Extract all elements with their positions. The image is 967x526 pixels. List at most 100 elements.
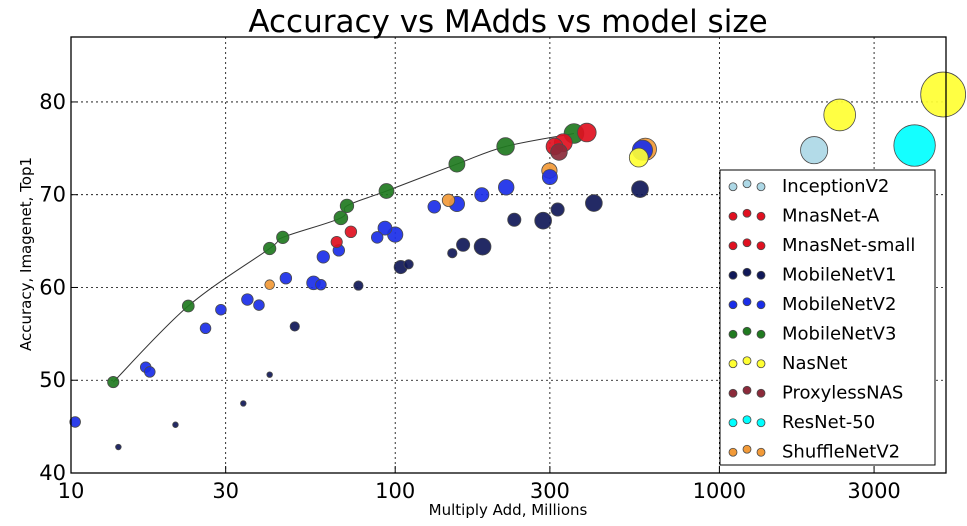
- legend-marker-nasnet: [756, 359, 766, 369]
- point-mobilenetv2: [377, 220, 393, 236]
- point-mobilenetv1: [507, 212, 522, 227]
- point-mobilenetv3: [339, 198, 355, 213]
- point-mnasnet-small: [330, 235, 343, 249]
- x-tick-label: 30: [212, 479, 239, 503]
- point-mobilenetv2: [279, 271, 293, 285]
- y-tick-label: 70: [39, 183, 66, 207]
- point-mobilenetv1: [353, 280, 364, 291]
- legend-marker-mnasnet-small: [742, 238, 752, 248]
- y-tick-label: 80: [39, 90, 66, 114]
- point-mobilenetv3: [448, 155, 466, 173]
- y-tick-label: 50: [39, 368, 66, 392]
- x-axis-label: Multiply Add, Millions: [429, 501, 588, 519]
- legend: InceptionV2 MnasNet-A MnasNet-small MobileN…: [719, 169, 936, 466]
- point-mobilenetv1: [403, 259, 414, 270]
- point-mobilenetv1: [172, 421, 179, 428]
- point-mobilenetv1: [585, 194, 603, 212]
- legend-marker-resnet-50: [728, 418, 738, 428]
- point-mobilenetv1: [266, 371, 273, 378]
- legend-marker-mnasnet-a: [756, 211, 766, 221]
- legend-label-inceptionv2: InceptionV2: [782, 176, 889, 197]
- point-mobilenetv2: [144, 366, 156, 378]
- point-mnasnet-small: [344, 225, 358, 239]
- legend-label-mobilenetv1: MobileNetV1: [782, 264, 896, 285]
- x-tick-label: 1000: [693, 479, 746, 503]
- data-points: [69, 71, 967, 451]
- point-shufflenetv2: [441, 193, 456, 207]
- point-resnet-50: [893, 124, 936, 167]
- legend-marker-mobilenetv1: [728, 270, 738, 280]
- legend-marker-mnasnet-small: [728, 241, 738, 251]
- point-mobilenetv2: [371, 231, 384, 244]
- legend-label-nasnet: NasNet: [782, 353, 847, 374]
- point-mobilenetv3: [276, 230, 290, 244]
- point-mobilenetv3: [496, 137, 515, 156]
- legend-marker-mobilenetv3: [742, 326, 752, 336]
- point-mobilenetv3: [263, 241, 277, 256]
- legend-label-shufflenetv2: ShuffleNetV2: [782, 441, 900, 462]
- point-mobilenetv2: [427, 200, 442, 214]
- point-mobilenetv1: [631, 180, 649, 198]
- legend-marker-mobilenetv2: [756, 300, 766, 310]
- legend-marker-mobilenetv2: [728, 300, 738, 310]
- legend-marker-inceptionv2: [728, 182, 738, 192]
- legend-marker-mnasnet-a: [742, 208, 752, 218]
- point-proxylessnas: [550, 143, 568, 161]
- legend-marker-inceptionv2: [756, 182, 766, 192]
- point-mobilenetv2: [199, 322, 212, 335]
- x-tick-label: 10: [58, 479, 85, 503]
- legend-marker-mobilenetv3: [756, 329, 766, 339]
- point-nasnet: [823, 98, 856, 132]
- point-nasnet: [628, 147, 649, 168]
- point-mobilenetv2: [474, 187, 490, 203]
- chart-title: Accuracy vs MAdds vs model size: [248, 4, 767, 40]
- point-mobilenetv2: [316, 250, 330, 264]
- legend-marker-mobilenetv2: [742, 297, 752, 307]
- x-axis-ticks: 10 30 100 300 1000 3000: [58, 466, 901, 503]
- y-tick-label: 40: [39, 461, 66, 485]
- point-mobilenetv2: [253, 299, 265, 311]
- point-mobilenetv2: [69, 416, 81, 428]
- point-mobilenetv1: [534, 211, 552, 230]
- legend-label-mobilenetv2: MobileNetV2: [782, 294, 896, 315]
- point-mobilenetv1: [456, 237, 471, 252]
- legend-marker-nasnet: [728, 359, 738, 369]
- point-mnasnet-a: [577, 122, 597, 143]
- legend-marker-proxylessnas: [728, 388, 738, 398]
- legend-marker-mnasnet-small: [756, 241, 766, 251]
- point-mobilenetv1: [550, 202, 565, 217]
- legend-marker-shufflenetv2: [742, 444, 752, 454]
- legend-marker-resnet-50: [742, 415, 752, 425]
- point-mobilenetv3: [107, 376, 120, 389]
- legend-marker-nasnet: [742, 356, 752, 366]
- point-mobilenetv2: [315, 278, 327, 291]
- legend-marker-mobilenetv3: [728, 329, 738, 339]
- legend-label-resnet-50: ResNet-50: [782, 412, 875, 433]
- point-mobilenetv2: [498, 179, 515, 196]
- point-mobilenetv1: [240, 400, 247, 407]
- point-mobilenetv3: [378, 183, 395, 199]
- legend-marker-shufflenetv2: [756, 447, 766, 457]
- point-mobilenetv2: [215, 303, 227, 316]
- point-inceptionv2: [800, 136, 829, 165]
- legend-marker-inceptionv2: [742, 179, 752, 189]
- y-axis-label: Accuracy, Imagenet, Top1: [17, 157, 35, 351]
- y-axis-ticks: 40 50 60 70 80: [39, 90, 78, 485]
- legend-marker-mnasnet-a: [728, 211, 738, 221]
- x-tick-label: 100: [375, 479, 415, 503]
- legend-marker-resnet-50: [756, 418, 766, 428]
- legend-marker-proxylessnas: [742, 385, 752, 395]
- point-mobilenetv3: [181, 299, 195, 313]
- point-mobilenetv2: [241, 293, 254, 306]
- point-mobilenetv1: [289, 321, 300, 332]
- legend-label-mnasnet-a: MnasNet-A: [782, 205, 880, 226]
- point-mobilenetv1: [447, 248, 458, 259]
- legend-label-proxylessnas: ProxylessNAS: [782, 382, 903, 403]
- legend-label-mnasnet-small: MnasNet-small: [782, 235, 915, 256]
- legend-label-mobilenetv3: MobileNetV3: [782, 323, 896, 344]
- trend-line: [112, 132, 575, 383]
- point-nasnet: [920, 71, 967, 118]
- point-mobilenetv1: [115, 443, 122, 451]
- legend-marker-mobilenetv1: [756, 270, 766, 280]
